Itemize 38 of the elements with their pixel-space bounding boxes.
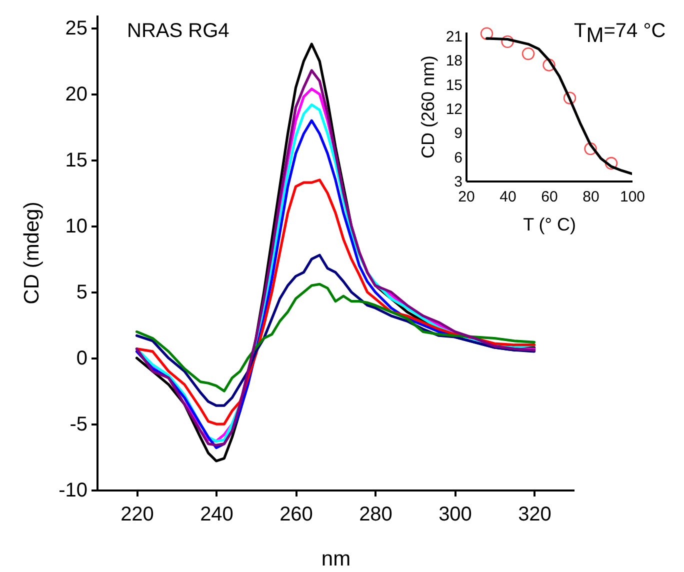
y-tick-label: 10 <box>65 216 88 238</box>
y-tick-label: 15 <box>65 150 88 172</box>
x-axis-title: T (° C) <box>523 214 576 234</box>
x-tick-label: 220 <box>120 504 154 526</box>
point <box>584 142 597 156</box>
x-tick-label: 40 <box>500 188 516 206</box>
x-tick-label: 300 <box>438 504 472 526</box>
y-tick-label: 25 <box>65 18 88 40</box>
x-tick-label: 260 <box>280 504 313 526</box>
x-tick-label: 100 <box>620 188 646 206</box>
y-tick-label: -5 <box>70 414 88 436</box>
x-tick-label: 80 <box>582 188 600 206</box>
y-tick-label: 3 <box>454 174 462 190</box>
y-tick-label: -10 <box>58 480 88 502</box>
y-tick-label: 0 <box>76 348 88 370</box>
x-tick-label: 60 <box>541 188 558 206</box>
point <box>604 156 618 170</box>
y-tick-label: 5 <box>76 282 88 304</box>
y-tick-label: 15 <box>446 76 462 94</box>
point <box>563 92 576 104</box>
point <box>501 35 514 48</box>
x-tick-label: 320 <box>518 504 552 526</box>
y-axis-title: CD (mdeg) <box>20 202 44 304</box>
y-tick-label: 6 <box>454 149 462 166</box>
x-axis-title: nm <box>321 548 351 570</box>
y-tick-label: 18 <box>446 52 462 70</box>
point <box>480 27 494 40</box>
y-tick-label: 20 <box>65 84 88 106</box>
line-series <box>135 282 536 392</box>
chart-title: NRAS RG4 <box>127 20 230 42</box>
point <box>522 47 535 60</box>
y-axis-title: CD (260 nm) <box>418 55 438 159</box>
y-tick-label: 9 <box>454 125 462 142</box>
y-tick-label: 21 <box>446 28 462 46</box>
x-tick-label: 240 <box>200 504 234 526</box>
point <box>542 58 556 72</box>
x-tick-label: 280 <box>359 504 392 526</box>
y-tick-label: 12 <box>446 101 462 118</box>
